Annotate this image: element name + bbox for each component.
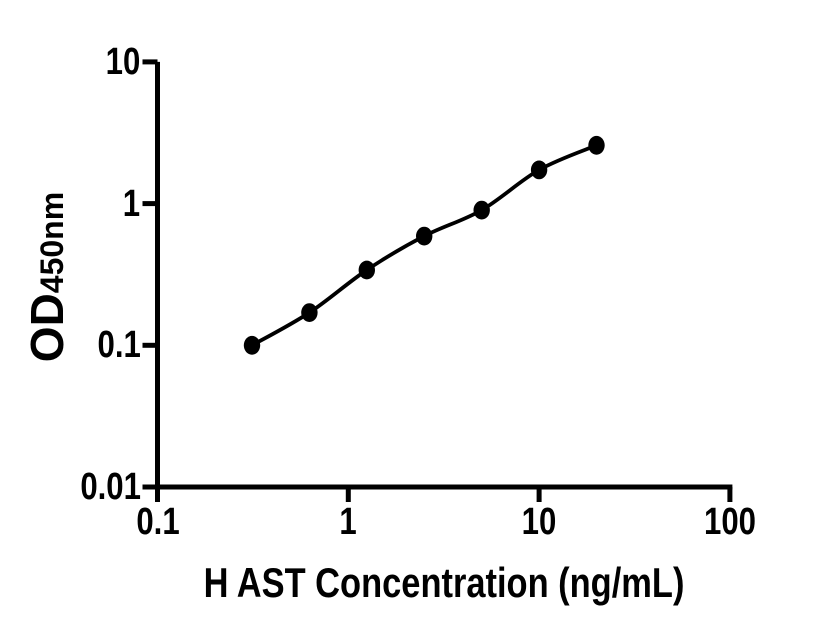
data-point [243, 335, 261, 355]
x-axis-label: H AST Concentration (ng/mL) [203, 559, 685, 606]
y-axis-label: OD 450nm [20, 77, 73, 477]
data-point [301, 303, 318, 322]
x-tick-label: 0.1 [135, 501, 180, 543]
data-point [358, 260, 375, 280]
data-point [588, 135, 605, 155]
y-tick-label: 10 [105, 40, 141, 83]
y-axis-label-main: OD [21, 293, 73, 363]
data-point [473, 200, 490, 220]
y-tick-label: 0.01 [79, 466, 141, 508]
y-tick-label: 0.1 [97, 324, 141, 367]
data-point [416, 226, 433, 246]
data-point [530, 160, 548, 180]
x-tick-label: 10 [521, 501, 557, 543]
x-tick-label: 1 [339, 501, 357, 543]
y-axis-label-subscript: 450nm [34, 191, 70, 294]
x-tick-label: 100 [703, 501, 756, 543]
y-tick-label: 1 [123, 182, 141, 225]
